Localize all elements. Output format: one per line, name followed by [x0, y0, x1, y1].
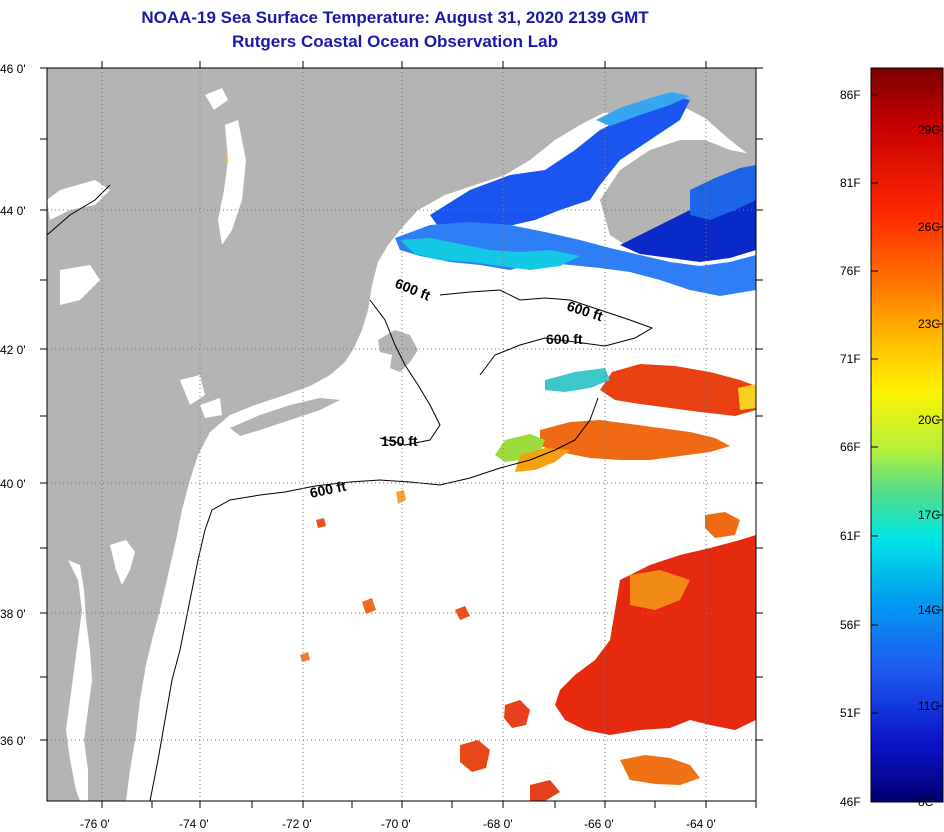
colorbar-f-label: 76F [840, 264, 861, 278]
lat-label: 36 0' [0, 734, 26, 748]
sst-map: 600 ft 600 ft 600 ft 150 ft 600 ft 46 0'… [0, 0, 944, 832]
colorbar-c-label: 11C [918, 699, 939, 713]
colorbar-c-label: 26C [918, 220, 940, 234]
lon-label: -76 0' [80, 817, 110, 831]
lon-label: -64 0' [686, 817, 716, 831]
colorbar-f-label: 81F [840, 176, 861, 190]
colorbar-f-label: 56F [840, 618, 861, 632]
colorbar-f-label: 46F [840, 795, 861, 809]
colorbar-f-label: 86F [840, 88, 861, 102]
colorbar-c-label: 23C [918, 317, 940, 331]
lat-label: 44 0' [0, 204, 26, 218]
colorbar [871, 68, 943, 802]
lon-label: -74 0' [179, 817, 209, 831]
colorbar-f-label: 61F [840, 529, 861, 543]
lon-label: -68 0' [483, 817, 513, 831]
lat-label: 38 0' [0, 607, 26, 621]
colorbar-c-label: 14C [918, 603, 940, 617]
colorbar-f-label: 71F [840, 352, 861, 366]
lat-label: 46 0' [0, 62, 26, 76]
colorbar-c-label: 29C [918, 123, 940, 137]
colorbar-c-label: 17C [918, 508, 940, 522]
colorbar-f-label: 51F [840, 706, 861, 720]
contour-label-600ft-georges: 600 ft [546, 331, 583, 347]
colorbar-c-label: 8C [918, 795, 934, 809]
lon-label: -72 0' [282, 817, 312, 831]
lon-label: -70 0' [381, 817, 411, 831]
colorbar-f-label: 66F [840, 440, 861, 454]
lat-label: 40 0' [0, 477, 26, 491]
colorbar-c-label: 20C [918, 413, 940, 427]
lon-label: -66 0' [584, 817, 614, 831]
contour-label-150ft: 150 ft [381, 433, 418, 449]
lat-label: 42 0' [0, 343, 26, 357]
